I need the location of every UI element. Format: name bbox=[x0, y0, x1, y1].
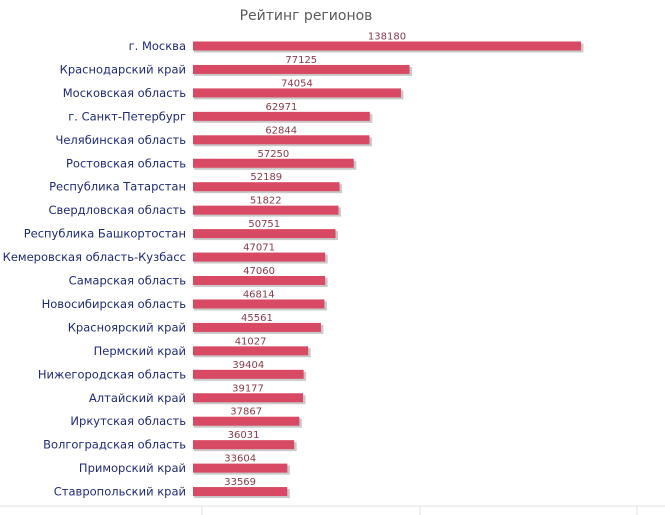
category-label: г. Санкт-Петербург bbox=[68, 109, 186, 123]
value-label: 45561 bbox=[241, 313, 273, 324]
category-label: Ростовская область bbox=[66, 156, 186, 170]
value-label: 36031 bbox=[228, 430, 260, 441]
bar-row: г. Санкт-Петербург 62971 bbox=[68, 102, 373, 123]
category-label: Иркутская область bbox=[70, 414, 186, 428]
value-label: 33604 bbox=[224, 454, 256, 465]
value-label: 39177 bbox=[232, 383, 264, 394]
chart-title: Рейтинг регионов bbox=[240, 8, 373, 24]
bar-row: Иркутская область 37867 bbox=[70, 407, 302, 428]
bar[interactable] bbox=[193, 205, 339, 215]
category-label: Московская область bbox=[63, 86, 186, 100]
bar[interactable] bbox=[193, 252, 326, 262]
bar[interactable] bbox=[193, 299, 325, 309]
bar[interactable] bbox=[193, 158, 354, 168]
bar-row: Челябинская область 62844 bbox=[55, 125, 372, 147]
bar-row: Ростовская область 57250 bbox=[66, 149, 357, 170]
category-label: Кемеровская область-Кузбасс bbox=[3, 250, 186, 264]
category-label: Пермский край bbox=[94, 344, 186, 358]
bar[interactable] bbox=[193, 182, 340, 192]
bar-row: Московская область 74054 bbox=[63, 78, 404, 100]
category-label: Новосибирская область bbox=[42, 297, 187, 311]
bar-row: Краснодарский край 77125 bbox=[60, 55, 413, 76]
value-label: 37867 bbox=[230, 407, 262, 418]
bar[interactable] bbox=[193, 440, 295, 450]
bar-row: Приморский край 33604 bbox=[79, 454, 290, 475]
value-label: 41027 bbox=[235, 336, 267, 347]
category-label: Приморский край bbox=[79, 461, 186, 475]
category-label: Республика Башкортостан bbox=[24, 227, 186, 241]
bar-row: Нижегородская область 39404 bbox=[38, 360, 307, 381]
category-label: Нижегородская область bbox=[38, 367, 186, 381]
value-label: 62971 bbox=[266, 102, 298, 113]
bar[interactable] bbox=[193, 111, 370, 121]
category-label: Челябинская область bbox=[55, 133, 186, 147]
category-label: г. Москва bbox=[129, 39, 186, 53]
bar[interactable] bbox=[193, 135, 370, 145]
bar[interactable] bbox=[193, 276, 326, 285]
category-label: Алтайский край bbox=[89, 391, 186, 405]
bar[interactable] bbox=[193, 88, 401, 98]
bar[interactable] bbox=[193, 322, 321, 332]
bar-row: Красноярский край 45561 bbox=[68, 313, 324, 334]
bar[interactable] bbox=[193, 229, 336, 239]
value-label: 47060 bbox=[243, 266, 275, 277]
bar-row: Республика Башкортостан 50751 bbox=[24, 219, 339, 241]
category-label: Волгоградская область bbox=[43, 438, 186, 452]
value-label: 47071 bbox=[243, 243, 275, 254]
bar-row: Волгоградская область 36031 bbox=[43, 430, 297, 452]
category-label: Краснодарский край bbox=[60, 62, 186, 76]
bar[interactable] bbox=[193, 393, 304, 403]
category-label: Красноярский край bbox=[68, 320, 186, 334]
bar[interactable] bbox=[193, 487, 288, 497]
value-label: 138180 bbox=[368, 32, 406, 43]
bar-row: Республика Татарстан 52189 bbox=[49, 172, 343, 194]
category-label: Свердловская область bbox=[48, 203, 186, 217]
value-label: 62844 bbox=[265, 125, 297, 136]
bar-row: Кемеровская область-Кузбасс 47071 bbox=[3, 243, 328, 264]
bar[interactable] bbox=[193, 346, 309, 356]
value-label: 52189 bbox=[250, 172, 282, 183]
value-label: 50751 bbox=[248, 219, 280, 230]
bar[interactable] bbox=[193, 41, 581, 51]
category-label: Ставропольский край bbox=[54, 485, 186, 499]
value-label: 57250 bbox=[257, 149, 289, 160]
category-label: Самарская область bbox=[69, 274, 187, 288]
value-label: 46814 bbox=[243, 289, 275, 300]
bars-layer: г. Москва 138180 Краснодарский край 77125 Мо… bbox=[3, 32, 584, 499]
bar[interactable] bbox=[193, 64, 410, 74]
value-label: 33569 bbox=[224, 477, 256, 488]
bar-row: Новосибирская область 46814 bbox=[42, 289, 327, 311]
bar-row: Свердловская область 51822 bbox=[48, 196, 342, 217]
value-label: 51822 bbox=[250, 196, 282, 207]
bar-row: Самарская область 47060 bbox=[69, 266, 328, 288]
value-label: 77125 bbox=[285, 55, 317, 66]
bar-row: Алтайский край 39177 bbox=[89, 383, 306, 405]
bar[interactable] bbox=[193, 369, 304, 379]
category-label: Республика Татарстан bbox=[49, 180, 186, 194]
bar-row: Ставропольский край 33569 bbox=[54, 477, 290, 499]
value-label: 74054 bbox=[281, 78, 313, 89]
value-label: 39404 bbox=[232, 360, 264, 371]
bar[interactable] bbox=[193, 463, 288, 473]
bar-row: Пермский край 41027 bbox=[94, 336, 311, 358]
bar[interactable] bbox=[193, 416, 300, 426]
bar-row: г. Москва 138180 bbox=[129, 32, 584, 53]
